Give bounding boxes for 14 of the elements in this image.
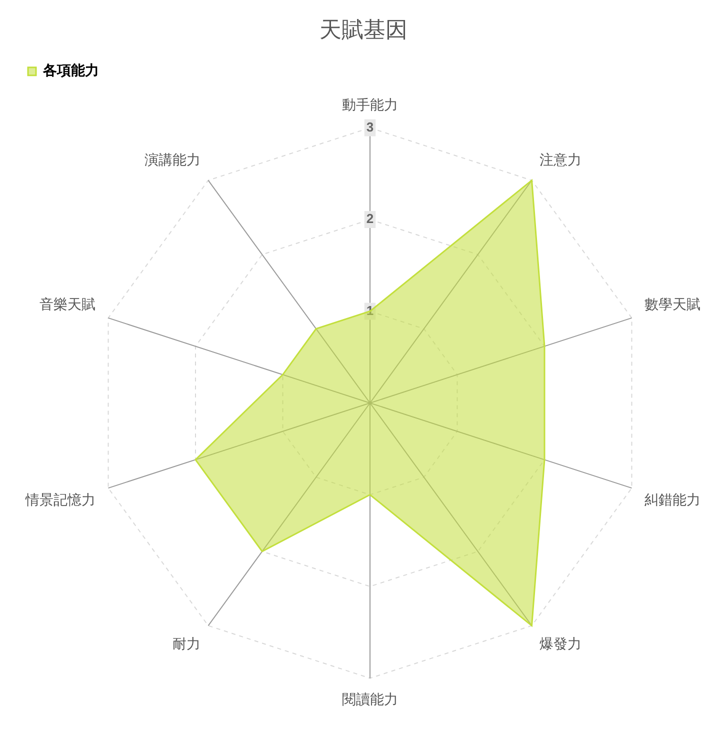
spoke-label: 爆發力 [540, 636, 582, 653]
spoke-label: 動手能力 [342, 98, 398, 114]
spoke-label: 注意力 [540, 152, 582, 169]
y-tick-label: 3 [366, 119, 374, 134]
chart-title: 天賦基因 [320, 18, 408, 43]
spoke-label: 糾錯能力 [644, 492, 701, 508]
spoke-label: 演講能力 [144, 152, 200, 169]
spoke-label: 數學天賦 [644, 297, 701, 314]
spoke-label: 閱讀能力 [342, 692, 398, 708]
spoke-label: 情景記憶力 [24, 492, 96, 508]
y-tick-label: 2 [366, 211, 374, 226]
spoke-label: 音樂天賦 [39, 297, 96, 314]
spoke-label: 耐力 [172, 636, 200, 653]
legend-label: 各項能力 [42, 63, 99, 80]
